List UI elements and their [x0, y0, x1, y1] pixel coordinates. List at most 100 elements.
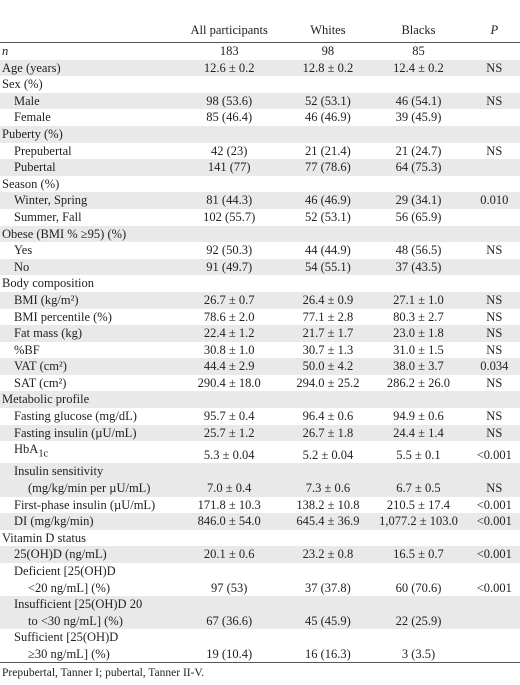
value-cell: 0.010	[480, 193, 509, 208]
table-row: Body composition	[0, 275, 520, 292]
value-cell	[469, 629, 520, 663]
value-cell: <0.001	[476, 547, 512, 562]
value-cell: NS	[486, 243, 503, 258]
value-cell: 23.0 ± 1.8	[393, 326, 444, 341]
value-cell: 94.9 ± 0.6	[393, 409, 444, 424]
value-cell: 21 (21.4)	[304, 143, 351, 158]
label-line: ≥30 ng/mL] (%)	[28, 646, 110, 661]
label-text: SAT (cm²)	[14, 375, 67, 390]
value-cell: NS	[486, 309, 503, 324]
value-cell: 45 (45.9)	[304, 613, 351, 628]
value-cell: 290.4 ± 18.0	[197, 375, 261, 390]
row-label: Summer, Fall	[0, 209, 171, 226]
label-line: to <30 ng/mL] (%)	[28, 613, 123, 628]
row-label: Metabolic profile	[0, 391, 171, 408]
label-line: <20 ng/mL] (%)	[28, 580, 111, 595]
row-label: First-phase insulin (µU/mL)	[0, 497, 171, 514]
row-label: Prepubertal	[0, 143, 171, 160]
value-cell: 85 (46.4)	[206, 110, 253, 125]
table-row: HbA1c 5.3 ± 0.04 5.2 ± 0.04 5.5 ± 0.1 <0.001	[0, 441, 520, 463]
row-label: Body composition	[0, 275, 171, 292]
value-cell: 37 (43.5)	[395, 259, 442, 274]
value-cell: 52 (53.1)	[304, 209, 351, 224]
table-row: 25(OH)D (ng/mL) 20.1 ± 0.6 23.2 ± 0.8 16.5 …	[0, 546, 520, 563]
value-cell: 24.4 ± 1.4	[393, 425, 444, 440]
label-text: Summer, Fall	[14, 209, 82, 224]
table-row: n 183 98 85	[0, 43, 520, 60]
label-text: No	[14, 259, 30, 274]
label-text: BMI (kg/m²)	[14, 292, 79, 307]
label-subscript: 1c	[38, 448, 49, 460]
value-cell	[287, 391, 368, 408]
table-row: SAT (cm²) 290.4 ± 18.0 294.0 ± 25.2 286.2 ±…	[0, 375, 520, 392]
label-line: Insulin sensitivity	[14, 464, 104, 479]
table-row: Vitamin D status	[0, 530, 520, 547]
value-cell: NS	[486, 375, 503, 390]
value-cell: 26.7 ± 1.8	[302, 425, 354, 440]
value-cell: 92 (50.3)	[206, 243, 253, 258]
label-text: Winter, Spring	[14, 193, 88, 208]
table-row: %BF 30.8 ± 1.0 30.7 ± 1.3 31.0 ± 1.5 NS	[0, 342, 520, 359]
table-row: Summer, Fall 102 (55.7) 52 (53.1) 56 (65.9)	[0, 209, 520, 226]
label-text: DI (mg/kg/min)	[14, 514, 94, 529]
label-text: Sex (%)	[2, 77, 43, 92]
value-cell: 97 (53)	[210, 580, 248, 595]
value-cell: 46 (46.9)	[304, 193, 351, 208]
value-cell: 12.4 ± 0.2	[393, 60, 444, 75]
value-cell	[469, 391, 520, 408]
value-cell: 0.034	[480, 359, 509, 374]
value-cell: 183	[219, 44, 239, 58]
value-cell	[469, 226, 520, 243]
value-cell: 60 (70.6)	[395, 580, 442, 595]
label-text: HbA	[14, 442, 39, 457]
label-line: Deficient [25(OH)D	[14, 563, 116, 578]
value-cell: 3 (3.5)	[401, 646, 436, 661]
value-cell: 31.0 ± 1.5	[393, 342, 444, 357]
row-label: VAT (cm²)	[0, 358, 171, 375]
row-label: Fasting insulin (µU/mL)	[0, 425, 171, 442]
row-label: SAT (cm²)	[0, 375, 171, 392]
value-cell: 39 (45.9)	[395, 110, 442, 125]
value-cell: 16 (16.3)	[304, 646, 351, 661]
footnote: Prepubertal, Tanner I; pubertal, Tanner …	[2, 667, 205, 679]
table-row: First-phase insulin (µU/mL) 171.8 ± 10.3 1…	[0, 497, 520, 514]
row-label: BMI (kg/m²)	[0, 292, 171, 309]
value-cell	[469, 126, 520, 143]
value-cell	[368, 176, 468, 193]
row-label: Puberty (%)	[0, 126, 171, 143]
table-row: BMI (kg/m²) 26.7 ± 0.7 26.4 ± 0.9 27.1 ± 1.…	[0, 291, 520, 309]
value-cell: NS	[486, 409, 503, 424]
value-cell: 294.0 ± 25.2	[296, 375, 360, 390]
label-text: Metabolic profile	[2, 392, 90, 407]
value-cell: 80.3 ± 2.7	[393, 309, 444, 324]
value-cell: 141 (77)	[207, 160, 251, 175]
value-cell: 67 (36.6)	[206, 613, 253, 628]
value-cell: 96.4 ± 0.6	[302, 409, 354, 424]
value-cell: NS	[486, 425, 503, 440]
value-cell: 7.3 ± 0.6	[305, 480, 351, 495]
value-cell	[287, 530, 368, 547]
value-cell	[368, 391, 468, 408]
value-cell: 12.6 ± 0.2	[203, 60, 255, 75]
label-line: Sufficient [25(OH)D	[14, 630, 119, 645]
value-cell	[469, 43, 520, 60]
row-label: Deficient [25(OH)D <20 ng/mL] (%)	[0, 563, 171, 596]
value-cell: 48 (56.5)	[395, 243, 442, 258]
row-label: Female	[0, 109, 171, 126]
row-label: Sufficient [25(OH)D ≥30 ng/mL] (%)	[0, 629, 171, 663]
value-cell	[287, 176, 368, 193]
row-label: Fasting glucose (mg/dL)	[0, 408, 171, 425]
value-cell: 30.7 ± 1.3	[302, 342, 354, 357]
value-cell	[171, 391, 287, 408]
value-cell	[368, 530, 468, 547]
value-cell	[469, 176, 520, 193]
table-row: BMI percentile (%) 78.6 ± 2.0 77.1 ± 2.8 80…	[0, 309, 520, 326]
row-label: Season (%)	[0, 176, 171, 193]
row-label: Pubertal	[0, 159, 171, 176]
value-cell: <0.001	[476, 447, 512, 462]
table-row: No 91 (49.7) 54 (55.1) 37 (43.5)	[0, 258, 520, 276]
row-label: Sex (%)	[0, 76, 171, 93]
label-text: Puberty (%)	[2, 126, 63, 141]
table-row: Insulin sensitivity (mg/kg/min per µU/mL)…	[0, 463, 520, 497]
value-cell	[171, 530, 287, 547]
